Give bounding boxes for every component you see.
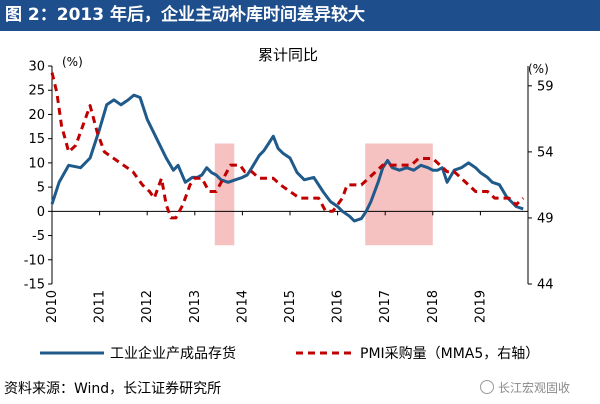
x-tick-label: 2013 xyxy=(188,290,203,323)
left-tick-label: 25 xyxy=(28,84,45,99)
x-tick-label: 2012 xyxy=(140,290,155,323)
chart-legend: 工业企业产成品存货 PMI采购量（MMA5，右轴） xyxy=(40,345,539,362)
left-tick-label: 0 xyxy=(37,205,45,220)
figure-title: 图 2：2013 年后，企业主动补库时间差异较大 xyxy=(5,5,365,25)
left-tick-label: -10 xyxy=(24,253,45,268)
wechat-icon xyxy=(480,380,494,394)
shaded-periods xyxy=(214,143,433,246)
legend-label-inventory: 工业企业产成品存货 xyxy=(110,345,236,362)
source-note: 资料来源：Wind，长江证券研究所 xyxy=(4,381,222,397)
left-tick-label: 15 xyxy=(28,132,45,147)
x-tick-label: 2011 xyxy=(93,290,108,323)
watermark-text: 长江宏观固收 xyxy=(498,381,571,395)
chart-lines xyxy=(50,72,525,223)
line-chart: -15 -10 -5 0 5 10 15 20 25 30 44 49 54 59 2010 2011 2012… xyxy=(24,46,554,362)
figure-header: 图 2：2013 年后，企业主动补库时间差异较大 xyxy=(0,0,600,31)
x-tick-label: 2010 xyxy=(45,290,60,323)
right-tick-label: 44 xyxy=(537,278,554,293)
series-line-pmi xyxy=(50,72,525,220)
x-tick-label: 2014 xyxy=(235,290,250,323)
left-tick-label: 10 xyxy=(28,156,45,171)
right-axis-unit: (%) xyxy=(528,62,549,76)
chart-axes: -15 -10 -5 0 5 10 15 20 25 30 44 49 54 59 2010 2011 2012… xyxy=(24,60,554,324)
shaded-period-1 xyxy=(214,143,235,246)
shaded-period-2 xyxy=(365,143,433,246)
legend-label-pmi: PMI采购量（MMA5，右轴） xyxy=(360,346,539,362)
left-tick-label: 5 xyxy=(37,181,45,196)
x-tick-label: 2019 xyxy=(473,290,488,323)
chart-title: 累计同比 xyxy=(258,46,318,64)
watermark: 长江宏观固收 xyxy=(480,378,570,398)
left-tick-label: -5 xyxy=(32,229,45,244)
left-tick-label: 20 xyxy=(28,108,45,123)
x-tick-label: 2017 xyxy=(378,290,393,323)
series-line-inventory xyxy=(50,93,524,223)
right-tick-label: 54 xyxy=(537,145,554,160)
left-tick-label: -15 xyxy=(24,278,45,293)
left-tick-label: 30 xyxy=(28,60,45,75)
right-tick-label: 49 xyxy=(537,211,554,226)
right-tick-label: 59 xyxy=(537,79,554,94)
x-tick-label: 2016 xyxy=(331,290,346,323)
x-tick-label: 2018 xyxy=(426,290,441,323)
x-tick-label: 2015 xyxy=(283,290,298,323)
left-axis-unit: (%) xyxy=(62,55,83,69)
